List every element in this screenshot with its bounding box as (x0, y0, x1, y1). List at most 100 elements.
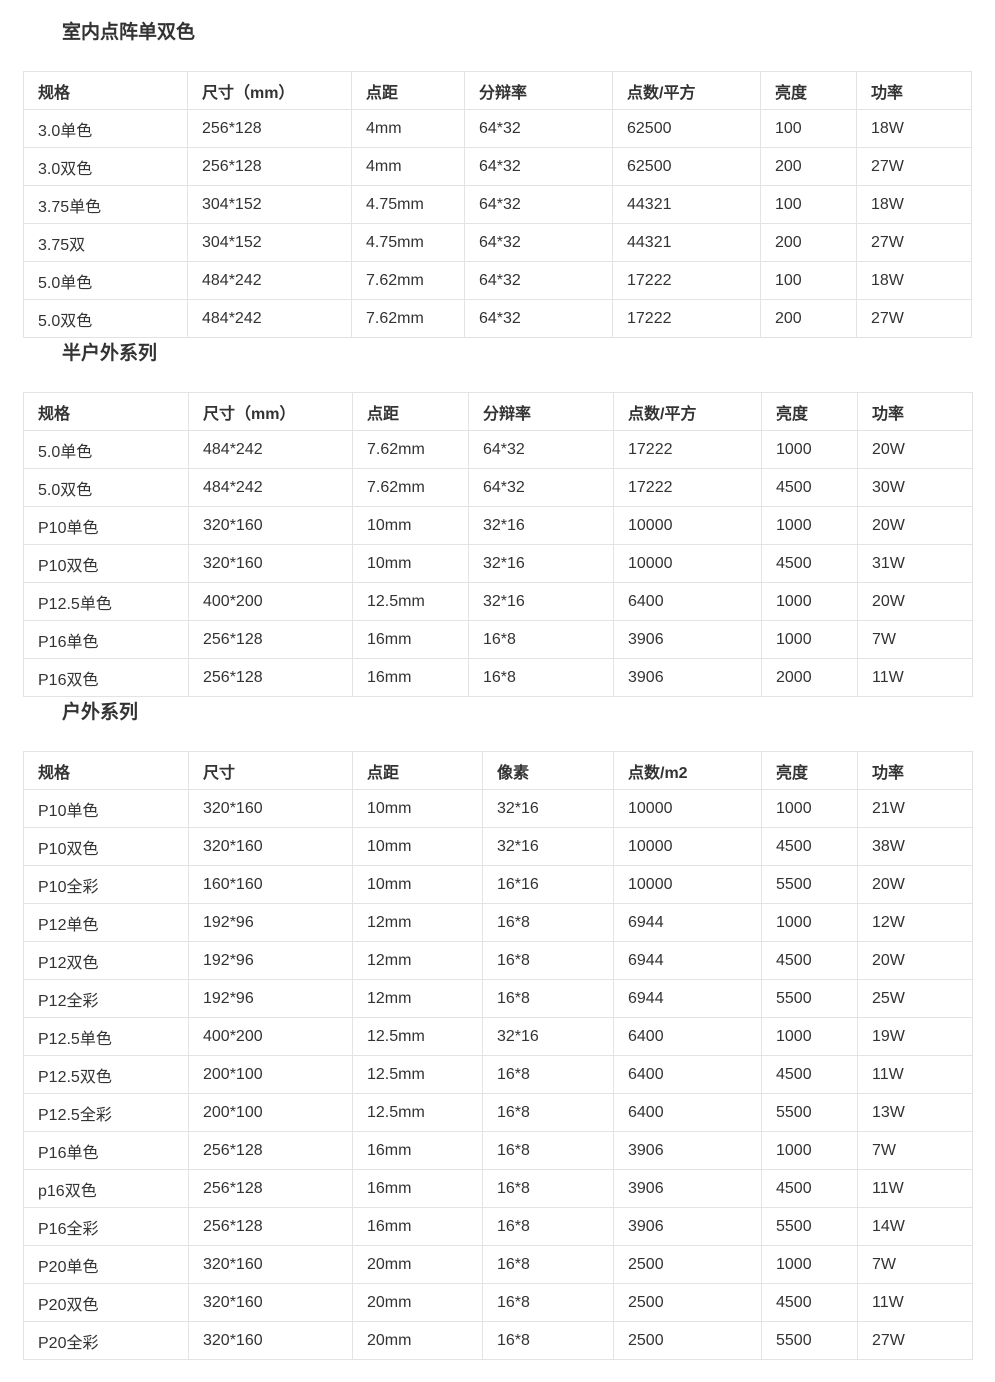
table-row: P10双色 320*160 10mm 32*16 10000 4500 38W (23, 827, 973, 866)
table-cell: 25W (857, 979, 973, 1018)
table-cell: 6944 (613, 979, 762, 1018)
column-header: 规格 (23, 751, 189, 790)
table-cell: 16*8 (482, 941, 614, 980)
table-cell: 20W (857, 941, 973, 980)
table-row: P16全彩 256*128 16mm 16*8 3906 5500 14W (23, 1207, 973, 1246)
column-header: 点数/平方 (612, 71, 761, 110)
table-cell: 10mm (352, 789, 483, 828)
table-cell: 12.5mm (352, 582, 469, 621)
table-cell: 6944 (613, 903, 762, 942)
table-cell: 320*160 (188, 1245, 353, 1284)
table-cell: 12mm (352, 941, 483, 980)
table-cell: 256*128 (188, 1131, 353, 1170)
table-cell: 4500 (761, 1169, 858, 1208)
table-cell: 7W (857, 1131, 973, 1170)
table-cell: 5500 (761, 1093, 858, 1132)
table-cell: 14W (857, 1207, 973, 1246)
table-cell: 16*8 (482, 1283, 614, 1322)
table-cell: P12.5双色 (23, 1055, 189, 1094)
table-cell: 10000 (613, 544, 762, 583)
table-cell: P20双色 (23, 1283, 189, 1322)
table-cell: 32*16 (468, 582, 614, 621)
table-cell: 16*8 (482, 1321, 614, 1360)
table-cell: 4mm (351, 147, 465, 186)
table-cell: P16双色 (23, 658, 189, 697)
table-cell: 256*128 (188, 1207, 353, 1246)
table-cell: 16mm (352, 1169, 483, 1208)
table-cell: 3.0单色 (23, 109, 188, 148)
table-cell: 20W (857, 430, 973, 469)
table-cell: 2500 (613, 1245, 762, 1284)
table-cell: 1000 (761, 582, 858, 621)
table-cell: 1000 (761, 506, 858, 545)
table-cell: 16*8 (482, 1055, 614, 1094)
table-cell: P10双色 (23, 827, 189, 866)
table-cell: 12.5mm (352, 1055, 483, 1094)
table-cell: 12.5mm (352, 1017, 483, 1056)
table-cell: 6400 (613, 1055, 762, 1094)
column-header: 规格 (23, 392, 189, 431)
table-cell: 200*100 (188, 1055, 353, 1094)
table-cell: 16*16 (482, 865, 614, 904)
table-row: P12单色 192*96 12mm 16*8 6944 1000 12W (23, 903, 973, 942)
table-row: P12.5单色 400*200 12.5mm 32*16 6400 1000 20W (23, 582, 973, 621)
table-cell: 62500 (612, 147, 761, 186)
column-header: 规格 (23, 71, 188, 110)
table-cell: 484*242 (187, 299, 352, 338)
table-cell: 17222 (613, 468, 762, 507)
table-cell: 20mm (352, 1283, 483, 1322)
table-cell: 64*32 (464, 185, 613, 224)
table-cell: 10000 (613, 827, 762, 866)
table-cell: 1000 (761, 789, 858, 828)
table-cell: 5500 (761, 1207, 858, 1246)
table-cell: 7.62mm (352, 430, 469, 469)
table-cell: 20mm (352, 1321, 483, 1360)
table-cell: 5500 (761, 1321, 858, 1360)
table-cell: 2000 (761, 658, 858, 697)
table-cell: 320*160 (188, 789, 353, 828)
table-cell: 1000 (761, 620, 858, 659)
column-header: 尺寸 (188, 751, 353, 790)
table-row: P20双色 320*160 20mm 16*8 2500 4500 11W (23, 1283, 973, 1322)
table-row: P20单色 320*160 20mm 16*8 2500 1000 7W (23, 1245, 973, 1284)
table-cell: P10全彩 (23, 865, 189, 904)
column-header: 尺寸（mm） (188, 392, 353, 431)
table-cell: 27W (856, 223, 972, 262)
table-cell: 320*160 (188, 506, 353, 545)
column-header: 分辩率 (464, 71, 613, 110)
section-title: 户外系列 (62, 702, 139, 723)
column-header: 功率 (857, 751, 973, 790)
table-cell: 44321 (612, 185, 761, 224)
table-cell: 16*8 (468, 658, 614, 697)
column-header: 点距 (352, 751, 483, 790)
table-cell: 44321 (612, 223, 761, 262)
column-header: 点数/平方 (613, 392, 762, 431)
table-cell: 1000 (761, 1017, 858, 1056)
table-cell: 4500 (761, 1283, 858, 1322)
table-cell: 5.0单色 (23, 261, 188, 300)
table-cell: 10mm (352, 506, 469, 545)
table-cell: 4mm (351, 109, 465, 148)
table-row: P16单色 256*128 16mm 16*8 3906 1000 7W (23, 1131, 973, 1170)
table-cell: 11W (857, 1055, 973, 1094)
table-cell: 3906 (613, 620, 762, 659)
table-cell: 1000 (761, 1245, 858, 1284)
table-cell: 2500 (613, 1321, 762, 1360)
table-cell: 4500 (761, 544, 858, 583)
table-row: 3.75单色 304*152 4.75mm 64*32 44321 100 18W (23, 185, 972, 224)
column-header: 亮度 (761, 392, 858, 431)
column-header: 点数/m2 (613, 751, 762, 790)
table-cell: 320*160 (188, 1283, 353, 1322)
table-row: 5.0单色 484*242 7.62mm 64*32 17222 1000 20W (23, 430, 973, 469)
column-header: 功率 (857, 392, 973, 431)
table-cell: 4500 (761, 941, 858, 980)
table-cell: 6400 (613, 1093, 762, 1132)
table-cell: 19W (857, 1017, 973, 1056)
table-row: p16双色 256*128 16mm 16*8 3906 4500 11W (23, 1169, 973, 1208)
table-cell: P12全彩 (23, 979, 189, 1018)
table-cell: 400*200 (188, 582, 353, 621)
table-cell: 12mm (352, 979, 483, 1018)
table-cell: 18W (856, 109, 972, 148)
table-cell: 27W (857, 1321, 973, 1360)
table-cell: 7W (857, 620, 973, 659)
